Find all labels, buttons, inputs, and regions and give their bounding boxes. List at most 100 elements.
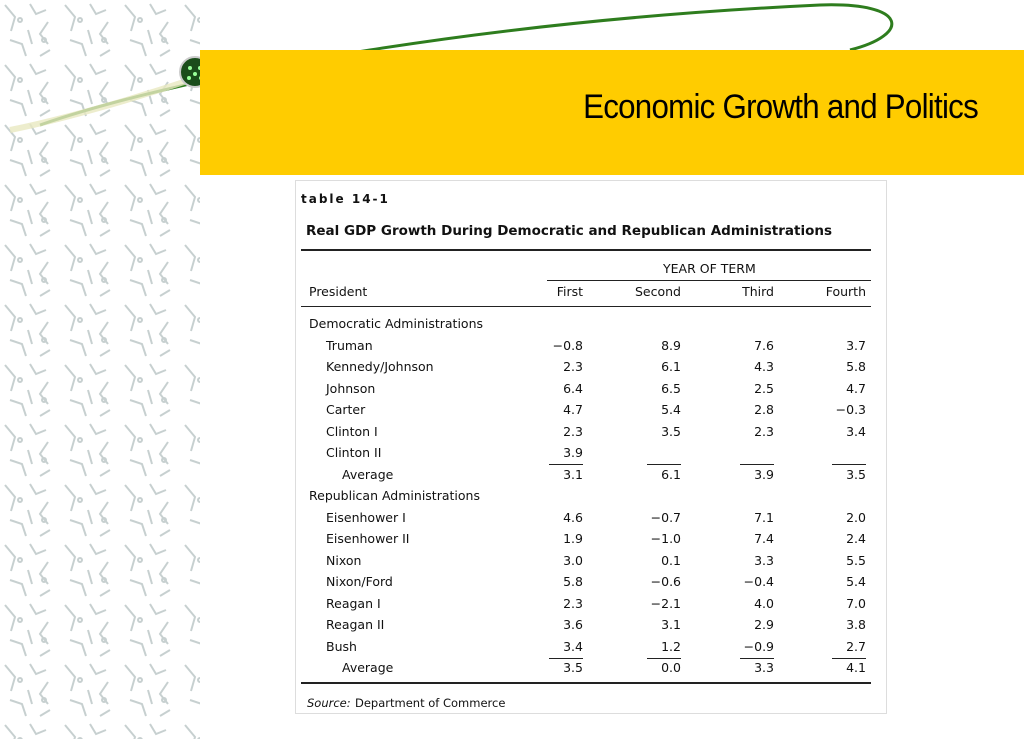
cell: 5.5	[846, 552, 866, 568]
cell: 3.0	[563, 552, 583, 568]
section-header: Democratic Administrations	[309, 316, 484, 331]
cell: 3.3	[754, 552, 774, 568]
cell: 3.4	[846, 423, 866, 439]
cell: −0.7	[650, 509, 681, 525]
cell: 0.1	[661, 552, 681, 568]
cell: 2.7	[846, 638, 866, 654]
cell: 2.8	[754, 402, 774, 417]
cell: 2.4	[846, 531, 866, 546]
cell: 6.4	[563, 380, 583, 396]
president: Nixon	[326, 552, 362, 568]
cell: −0.8	[552, 337, 583, 353]
cell: 4.0	[754, 595, 774, 611]
rule	[740, 464, 774, 465]
cell: 6.1	[661, 466, 681, 482]
cell: 2.3	[563, 359, 583, 374]
cell: 2.0	[846, 509, 866, 525]
cell: 2.3	[563, 595, 583, 611]
president: Clinton II	[326, 445, 382, 460]
table-title: Real GDP Growth During Democratic and Re…	[306, 223, 833, 239]
cell: −1.0	[650, 531, 681, 546]
cell: −0.9	[743, 638, 774, 654]
rule	[647, 464, 681, 465]
cell: 3.5	[661, 423, 681, 439]
president: Truman	[326, 337, 373, 353]
rule	[549, 657, 583, 659]
rule	[301, 682, 871, 684]
rule	[547, 280, 871, 281]
cell: 2.5	[754, 380, 774, 396]
average-label: Average	[342, 660, 394, 675]
cell: −2.1	[650, 595, 681, 611]
president: Nixon/Ford	[326, 574, 393, 589]
cell: 5.8	[563, 574, 583, 589]
cell: 7.1	[754, 509, 774, 525]
president: Johnson	[326, 380, 376, 396]
column-header: Third	[742, 284, 774, 299]
president: Reagan II	[326, 617, 385, 632]
cell: −0.3	[835, 402, 866, 417]
cell: 7.0	[846, 595, 866, 611]
column-header: Second	[634, 284, 681, 299]
president: Clinton I	[326, 423, 378, 439]
rule	[647, 657, 681, 659]
cell: 3.8	[846, 617, 866, 632]
cell: 3.9	[754, 466, 774, 482]
cell: 3.3	[754, 660, 774, 675]
cell: 3.6	[563, 617, 583, 632]
cell: 3.9	[563, 445, 583, 460]
section-header: Republican Administrations	[309, 488, 480, 503]
president: Eisenhower II	[326, 531, 410, 546]
cell: 7.4	[754, 531, 774, 546]
president: Bush	[326, 638, 357, 654]
cell: 5.8	[846, 359, 866, 374]
cell: 5.4	[661, 402, 681, 417]
cell: −0.6	[650, 574, 681, 589]
rule	[301, 249, 871, 251]
average-label: Average	[342, 466, 394, 482]
cell: 4.3	[754, 359, 774, 374]
cell: 1.2	[661, 638, 681, 654]
cell: 3.5	[846, 466, 866, 482]
cell: 3.1	[563, 466, 583, 482]
source: Department of Commerce	[355, 696, 506, 710]
president: Kennedy/Johnson	[326, 359, 434, 374]
cell: −0.4	[743, 574, 774, 589]
cell: 0.0	[661, 660, 681, 675]
title-band	[200, 50, 1024, 175]
column-header: First	[556, 284, 583, 299]
column-header: Fourth	[825, 284, 866, 299]
cell: 4.1	[846, 660, 866, 675]
slide-title: Economic Growth and Politics	[583, 88, 979, 126]
table-label: table 14-1	[301, 192, 390, 206]
cell: 3.5	[563, 660, 583, 675]
cell: 3.1	[661, 617, 681, 632]
rule	[740, 657, 774, 659]
cell: 5.4	[846, 574, 866, 589]
table-image: table 14-1 Real GDP Growth During Democra…	[295, 180, 887, 714]
cell: 4.7	[563, 402, 583, 417]
cell: 6.1	[661, 359, 681, 374]
column-header: President	[309, 284, 368, 299]
rule	[301, 306, 871, 307]
cell: 6.5	[661, 380, 681, 396]
rule	[832, 657, 866, 659]
cell: 2.9	[754, 617, 774, 632]
rule	[832, 464, 866, 465]
cell: 8.9	[661, 337, 681, 353]
cell: 7.6	[754, 337, 774, 353]
group-header: YEAR OF TERM	[663, 261, 756, 276]
cell: 3.4	[563, 638, 583, 654]
president: Eisenhower I	[326, 509, 406, 525]
source-label: Source:	[307, 696, 351, 710]
cell: 2.3	[754, 423, 774, 439]
cell: 3.7	[846, 337, 866, 353]
president: Carter	[326, 402, 366, 417]
president: Reagan I	[326, 595, 381, 611]
cell: 1.9	[563, 531, 583, 546]
cell: 2.3	[563, 423, 583, 439]
rule	[549, 464, 583, 465]
cell: 4.7	[846, 380, 866, 396]
